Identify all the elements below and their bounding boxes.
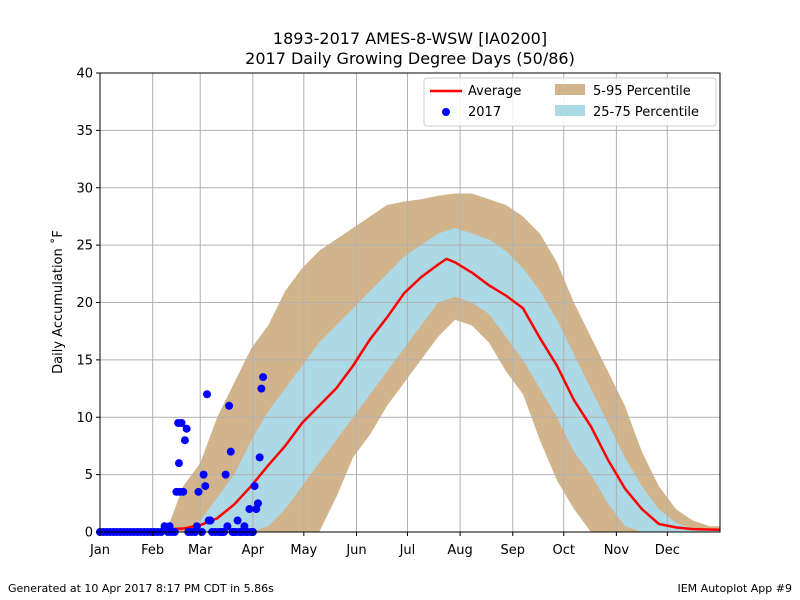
legend-5-95-label: 5-95 Percentile (593, 84, 691, 99)
y-tick-label: 40 (76, 67, 93, 82)
x-tick-label: Mar (188, 543, 213, 558)
average-line (99, 257, 721, 533)
average-line-group (99, 257, 721, 533)
legend-2017-swatch (442, 108, 450, 116)
point-2017 (233, 516, 242, 525)
point-2017 (201, 482, 210, 491)
point-2017 (203, 390, 212, 399)
point-2017 (223, 522, 232, 531)
y-tick-label: 5 (85, 468, 93, 483)
legend: Average 2017 5-95 Percentile 25-75 Percenti… (423, 77, 717, 127)
y-tick-label: 10 (76, 411, 93, 426)
y-axis-ticks: 0 5 10 15 20 25 30 35 40 (76, 67, 100, 541)
x-tick-label: Aug (447, 543, 472, 558)
y-tick-label: 0 (85, 526, 93, 541)
footer-app-label: IEM Autoplot App #9 (677, 582, 792, 595)
y-tick-label: 25 (76, 239, 93, 254)
footer-generated-text: Generated at 10 Apr 2017 8:17 PM CDT in … (8, 582, 274, 595)
point-2017 (259, 373, 268, 382)
legend-25-75-label: 25-75 Percentile (593, 105, 699, 120)
point-2017 (177, 418, 186, 427)
legend-box (423, 77, 717, 127)
point-2017 (250, 482, 259, 491)
y-tick-label: 30 (76, 181, 93, 196)
legend-2017-label: 2017 (468, 105, 501, 120)
legend-25-75-swatch (555, 105, 585, 116)
point-2017 (253, 499, 262, 508)
point-2017 (180, 436, 189, 445)
point-2017 (226, 447, 235, 456)
point-2017 (206, 516, 215, 525)
legend-average-label: Average (468, 84, 521, 99)
point-2017 (182, 424, 191, 433)
x-tick-label: Oct (552, 543, 574, 558)
chart-title: 1893-2017 AMES-8-WSW [IA0200] (273, 29, 547, 48)
band-25-75-percentile (100, 227, 720, 532)
point-2017 (179, 487, 188, 496)
y-tick-label: 15 (76, 353, 93, 368)
point-2017 (221, 470, 230, 479)
point-2017 (194, 487, 203, 496)
x-tick-label: Dec (655, 543, 680, 558)
point-2017 (225, 401, 234, 410)
x-tick-label: Apr (242, 543, 265, 558)
x-tick-label: Nov (604, 543, 630, 558)
point-2017 (199, 470, 208, 479)
point-2017 (257, 384, 266, 393)
point-2017 (245, 505, 254, 514)
point-2017 (255, 453, 264, 462)
x-tick-label: Jun (345, 543, 366, 558)
point-2017 (174, 459, 183, 468)
x-axis-ticks: Jan Feb Mar Apr May Jun Jul Aug Sep Oct Nov Dec (89, 532, 680, 558)
y-tick-label: 20 (76, 296, 93, 311)
percentile-bands (100, 193, 720, 533)
legend-5-95-swatch (555, 84, 585, 95)
x-tick-label: Jul (399, 543, 416, 558)
x-tick-label: Sep (501, 543, 526, 558)
y-axis-label: Daily Accumulation ˚F (50, 230, 66, 374)
point-2017 (192, 522, 201, 531)
chart-subtitle: 2017 Daily Growing Degree Days (50/86) (245, 49, 575, 68)
x-tick-label: Feb (141, 543, 164, 558)
y-tick-label: 35 (76, 124, 93, 139)
x-tick-label: Jan (89, 543, 110, 558)
x-tick-label: May (290, 543, 317, 558)
